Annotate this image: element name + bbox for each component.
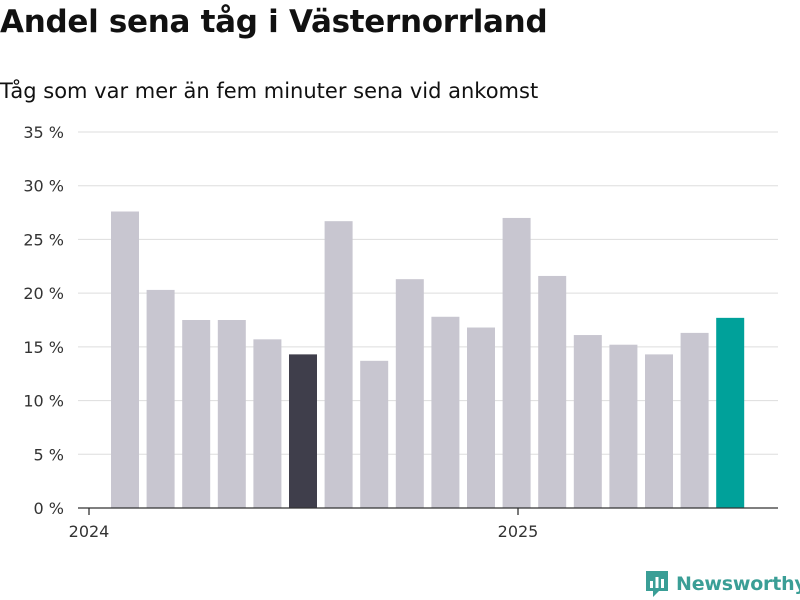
x-tick-label: 2025 <box>498 522 539 541</box>
y-tick-label: 35 % <box>23 123 64 142</box>
bar <box>253 339 282 508</box>
y-tick-label: 15 % <box>23 338 64 357</box>
chart-title: Andel sena tåg i Västernorrland <box>0 4 548 40</box>
bar <box>111 211 139 509</box>
bar <box>324 221 353 508</box>
bar <box>645 354 673 508</box>
bar <box>573 335 602 508</box>
bar <box>680 332 709 508</box>
bar <box>360 360 389 508</box>
newsworthy-logo-icon <box>646 571 668 597</box>
bar <box>538 275 567 508</box>
axes: 0 % 5 % 10 % 15 % 20 % 25 % 30 % 35 % 2024 2025 <box>23 123 778 541</box>
bar <box>289 354 317 508</box>
bars <box>111 211 745 509</box>
y-tick-label: 20 % <box>23 284 64 303</box>
y-tick-label: 30 % <box>23 177 64 196</box>
bar <box>609 344 638 508</box>
y-tick-label: 0 % <box>34 499 64 518</box>
bar <box>467 327 495 508</box>
x-tick-label: 2024 <box>69 522 110 541</box>
y-tick-label: 5 % <box>34 445 64 464</box>
brand-name: Newsworthy <box>676 573 800 595</box>
bar <box>395 279 424 508</box>
y-tick-label: 25 % <box>23 230 64 249</box>
chart-subtitle: Tåg som var mer än fem minuter sena vid … <box>0 79 539 103</box>
bar <box>182 320 211 508</box>
bar <box>502 217 531 508</box>
bar <box>217 320 246 508</box>
bar <box>716 317 745 508</box>
bar <box>431 316 460 508</box>
newsworthy-logo: Newsworthy <box>644 569 800 599</box>
y-tick-label: 10 % <box>23 392 64 411</box>
bar <box>146 289 175 508</box>
